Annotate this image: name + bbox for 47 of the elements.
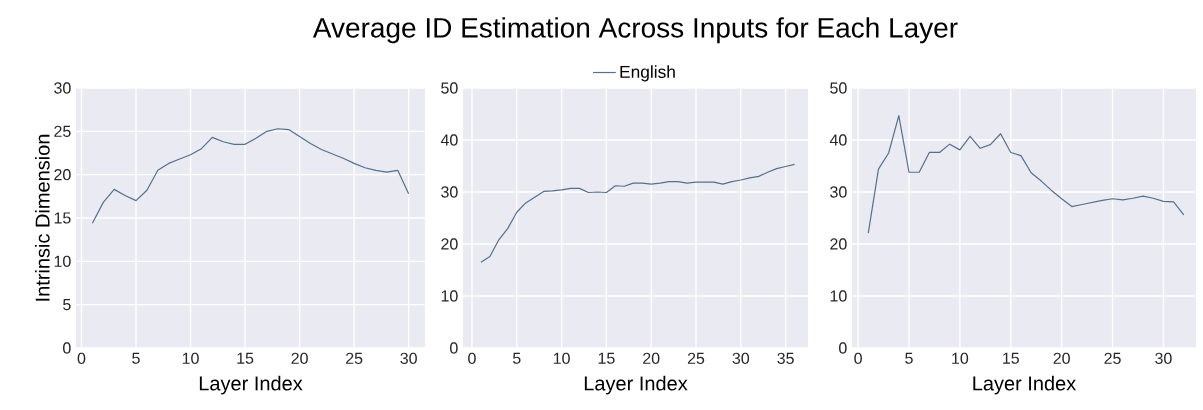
x-tick-label: 20 <box>291 352 308 365</box>
x-tick-label: 25 <box>1104 352 1121 365</box>
y-tick-label: 25 <box>54 125 71 137</box>
legend-label: English <box>620 65 675 82</box>
y-tick-label: 10 <box>441 290 458 302</box>
y-tick-label: 30 <box>54 82 71 94</box>
x-tick-label: 15 <box>1003 352 1019 364</box>
y-tick-label: 0 <box>63 342 71 354</box>
y-tick-label: 10 <box>54 255 71 267</box>
x-axis-title: Layer Index <box>973 375 1076 395</box>
y-tick-label: 30 <box>830 186 847 198</box>
x-tick-label: 15 <box>598 352 615 364</box>
x-axis-title: Layer Index <box>584 375 688 395</box>
x-tick-label: 30 <box>1155 352 1172 365</box>
x-tick-label: 15 <box>237 352 254 364</box>
x-tick-label: 25 <box>687 352 705 365</box>
y-tick-label: 0 <box>450 342 458 354</box>
x-tick-label: 30 <box>400 352 417 365</box>
x-tick-label: 0 <box>468 352 476 365</box>
y-tick-label: 20 <box>830 238 847 250</box>
x-tick-label: 10 <box>182 352 199 365</box>
x-tick-label: 5 <box>512 352 521 364</box>
x-tick-label: 35 <box>777 352 794 365</box>
y-tick-label: 50 <box>830 82 847 94</box>
y-tick-label: 20 <box>441 238 458 250</box>
y-tick-label: 5 <box>63 299 71 311</box>
x-tick-label: 20 <box>1053 352 1070 365</box>
x-tick-label: 10 <box>553 352 570 365</box>
x-tick-label: 20 <box>643 352 660 365</box>
x-tick-label: 5 <box>132 352 140 364</box>
chart-title: Average ID Estimation Across Inputs for Each Layer <box>312 17 958 44</box>
y-tick-label: 50 <box>441 82 458 94</box>
y-axis-title: Intrinsic Dimension <box>35 134 50 301</box>
x-axis-title: Layer Index <box>199 375 303 395</box>
y-tick-label: 10 <box>830 290 847 302</box>
x-tick-label: 10 <box>952 352 969 365</box>
y-tick-label: 0 <box>839 342 847 354</box>
y-tick-label: 40 <box>829 134 847 146</box>
x-tick-label: 5 <box>905 352 913 364</box>
x-tick-label: 25 <box>346 352 363 365</box>
y-tick-label: 20 <box>54 169 71 181</box>
x-tick-label: 0 <box>77 352 86 365</box>
y-tick-label: 15 <box>54 212 71 224</box>
x-tick-label: 0 <box>854 352 862 365</box>
y-tick-label: 40 <box>440 134 458 146</box>
y-tick-label: 30 <box>441 186 458 198</box>
x-tick-label: 30 <box>732 352 750 365</box>
